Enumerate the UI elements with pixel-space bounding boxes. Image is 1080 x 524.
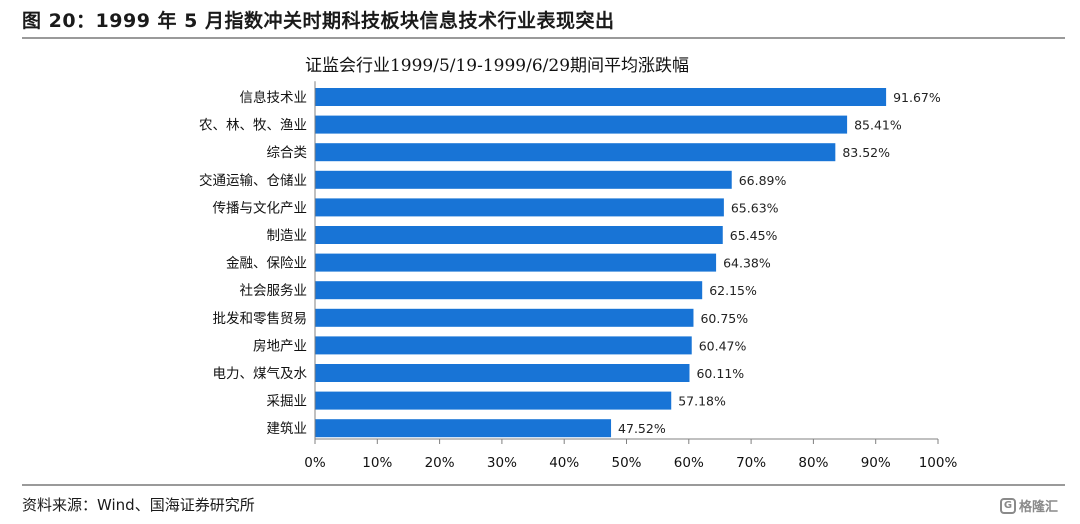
category-label: 采掘业 (267, 394, 308, 410)
value-label: 83.52% (842, 145, 890, 160)
bar (315, 336, 692, 355)
bar (315, 281, 703, 300)
source-note: 资料来源：Wind、国海证券研究所 (22, 496, 255, 514)
chart-title: 证监会行业1999/5/19-1999/6/29期间平均涨跌幅 (305, 56, 689, 76)
category-label: 制造业 (267, 228, 308, 244)
category-label: 电力、煤气及水 (213, 366, 308, 382)
x-axis: 0% 10% 20% 30% 40% 50% 60% 70% 80% 90% 100% (304, 81, 957, 471)
bar (315, 419, 612, 438)
category-label: 传播与文化产业 (213, 200, 308, 216)
value-label: 65.45% (730, 228, 778, 243)
x-tick-label: 40% (549, 455, 579, 471)
bar (315, 143, 836, 162)
value-label: 60.75% (700, 311, 748, 326)
x-tick-label: 70% (736, 455, 766, 471)
source-divider (22, 484, 1065, 486)
bar (315, 115, 848, 134)
x-tick-label: 30% (487, 455, 517, 471)
value-labels: 91.67% 85.41% 83.52% 66.89% 65.63% 65.45% 64.3… (618, 90, 941, 436)
bar (315, 253, 717, 272)
category-label: 信息技术业 (240, 89, 308, 106)
category-label: 建筑业 (267, 421, 308, 437)
watermark-text: 格隆汇 (1019, 500, 1059, 515)
bar (315, 308, 694, 327)
x-tick-label: 20% (425, 455, 455, 471)
bar-group (315, 88, 887, 438)
x-tick-label: 10% (362, 455, 392, 471)
title-divider (22, 37, 1065, 39)
value-label: 65.63% (731, 200, 779, 215)
bar (315, 364, 690, 382)
value-label: 85.41% (854, 118, 902, 133)
value-label: 62.15% (709, 283, 757, 298)
watermark: G 格隆汇 (1000, 496, 1058, 515)
x-tick-label: 0% (304, 455, 326, 471)
figure-title: 图 20：1999 年 5 月指数冲关时期科技板块信息技术行业表现突出 (22, 10, 615, 32)
value-label: 91.67% (893, 90, 941, 105)
category-label: 批发和零售贸易 (213, 311, 308, 327)
x-tick-label: 50% (611, 455, 641, 471)
x-tick-label: 60% (674, 455, 704, 471)
value-label: 64.38% (723, 256, 771, 271)
category-labels: 信息技术业农、林、牧、渔业综合类交通运输、仓储业传播与文化产业制造业金融、保险业… (199, 89, 307, 437)
x-tick-label: 80% (798, 455, 828, 471)
value-label: 57.18% (678, 394, 726, 409)
x-tick-label: 100% (919, 455, 958, 471)
bar (315, 170, 732, 189)
bar (315, 391, 672, 410)
category-label: 房地产业 (253, 338, 307, 354)
bar (315, 226, 723, 244)
category-label: 社会服务业 (240, 283, 308, 299)
bar (315, 88, 887, 106)
category-label: 农、林、牧、渔业 (199, 118, 307, 134)
value-label: 47.52% (618, 421, 666, 436)
bar (315, 198, 724, 217)
category-label: 金融、保险业 (226, 256, 307, 272)
value-label: 60.47% (699, 338, 747, 353)
category-label: 交通运输、仓储业 (199, 172, 307, 189)
category-label: 综合类 (267, 145, 308, 161)
value-label: 66.89% (739, 173, 787, 188)
x-tick-label: 90% (861, 455, 891, 471)
watermark-logo-icon: G (1000, 497, 1016, 514)
value-label: 60.11% (696, 366, 744, 381)
